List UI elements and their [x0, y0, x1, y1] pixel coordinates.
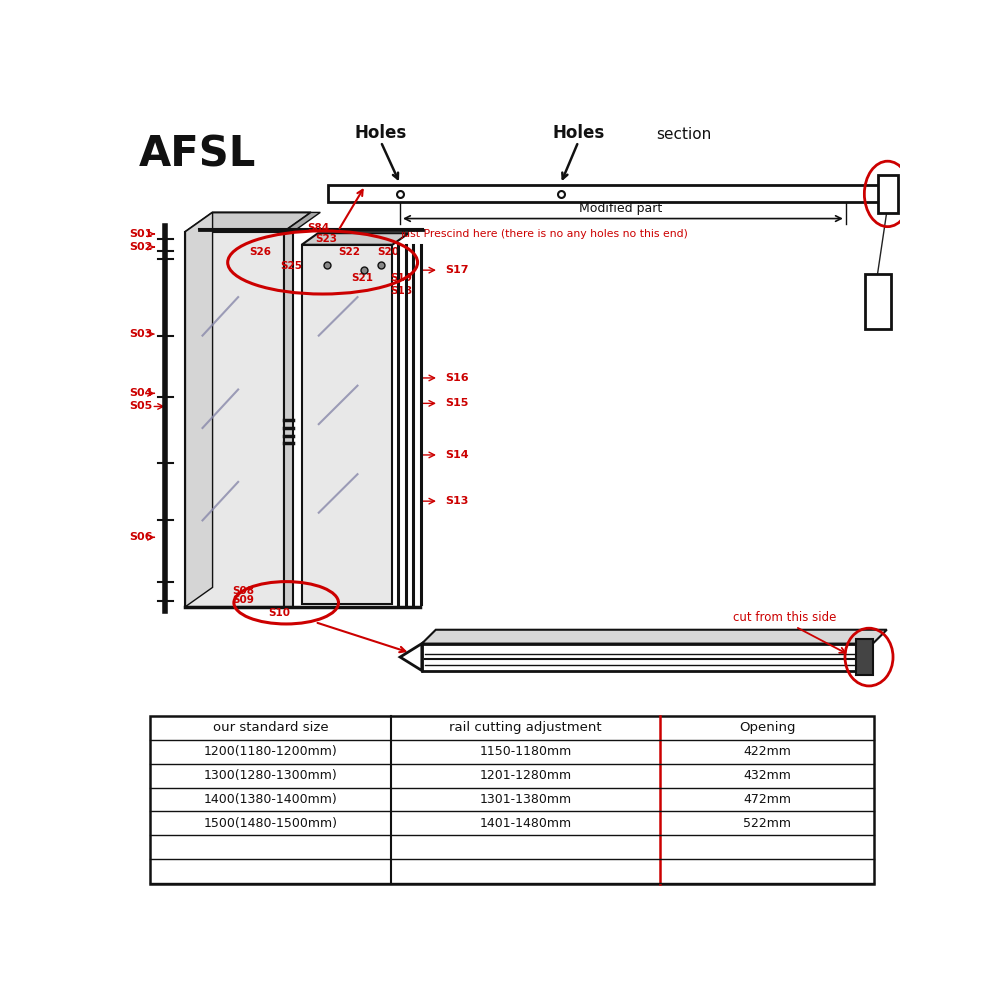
Text: S02: S02 — [130, 242, 153, 252]
Bar — [150, 716, 874, 884]
Text: 422mm: 422mm — [743, 745, 791, 758]
Text: S05: S05 — [130, 401, 153, 411]
Text: 1201-1280mm: 1201-1280mm — [479, 769, 572, 782]
Text: 1300(1280-1300mm): 1300(1280-1300mm) — [204, 769, 337, 782]
Text: 522mm: 522mm — [743, 817, 791, 830]
Polygon shape — [400, 644, 422, 671]
Text: S01: S01 — [130, 229, 153, 239]
Bar — [878, 175, 898, 213]
Text: S14: S14 — [445, 450, 469, 460]
Text: S10: S10 — [268, 608, 290, 618]
Text: Opening: Opening — [739, 721, 795, 734]
Text: S84: S84 — [307, 223, 329, 233]
Text: 1500(1480-1500mm): 1500(1480-1500mm) — [203, 817, 337, 830]
Text: S17: S17 — [445, 265, 469, 275]
Bar — [865, 274, 891, 329]
Text: 1301-1380mm: 1301-1380mm — [479, 793, 572, 806]
Text: S23: S23 — [315, 234, 337, 244]
Text: S04: S04 — [130, 388, 153, 398]
Text: S16: S16 — [445, 373, 469, 383]
Text: S26: S26 — [249, 247, 271, 257]
Text: Holes: Holes — [355, 124, 407, 142]
Bar — [284, 232, 293, 607]
Text: S15: S15 — [445, 398, 468, 408]
Text: Holes: Holes — [552, 124, 604, 142]
Bar — [422, 644, 857, 671]
Text: S08: S08 — [232, 586, 254, 596]
Polygon shape — [302, 233, 409, 245]
Text: 1200(1180-1200mm): 1200(1180-1200mm) — [204, 745, 337, 758]
Text: S18: S18 — [390, 286, 412, 296]
Text: S22: S22 — [338, 247, 360, 257]
Polygon shape — [302, 245, 392, 604]
Text: our standard size: our standard size — [213, 721, 328, 734]
Text: S21: S21 — [351, 273, 373, 283]
Text: Modified part: Modified part — [579, 202, 663, 215]
Text: S25: S25 — [280, 261, 302, 271]
Text: AFSL: AFSL — [139, 134, 256, 176]
Text: 432mm: 432mm — [743, 769, 791, 782]
Bar — [856, 639, 873, 675]
Text: 1401-1480mm: 1401-1480mm — [479, 817, 572, 830]
Text: Just Prescind here (there is no any holes no this end): Just Prescind here (there is no any hole… — [400, 229, 688, 239]
Text: S09: S09 — [232, 595, 254, 605]
Text: S19: S19 — [390, 273, 412, 283]
Text: S20: S20 — [377, 247, 399, 257]
Bar — [328, 185, 883, 202]
Polygon shape — [284, 212, 320, 232]
Text: 1150-1180mm: 1150-1180mm — [479, 745, 572, 758]
Text: rail cutting adjustment: rail cutting adjustment — [449, 721, 602, 734]
Polygon shape — [185, 232, 284, 607]
Text: 1400(1380-1400mm): 1400(1380-1400mm) — [204, 793, 337, 806]
Text: S06: S06 — [130, 532, 153, 542]
Text: section: section — [656, 127, 711, 142]
Polygon shape — [422, 630, 887, 644]
Text: S13: S13 — [445, 496, 468, 506]
Polygon shape — [185, 212, 311, 232]
Text: S03: S03 — [130, 329, 153, 339]
Polygon shape — [185, 212, 213, 607]
Text: 472mm: 472mm — [743, 793, 791, 806]
Text: cut from this side: cut from this side — [733, 611, 837, 624]
